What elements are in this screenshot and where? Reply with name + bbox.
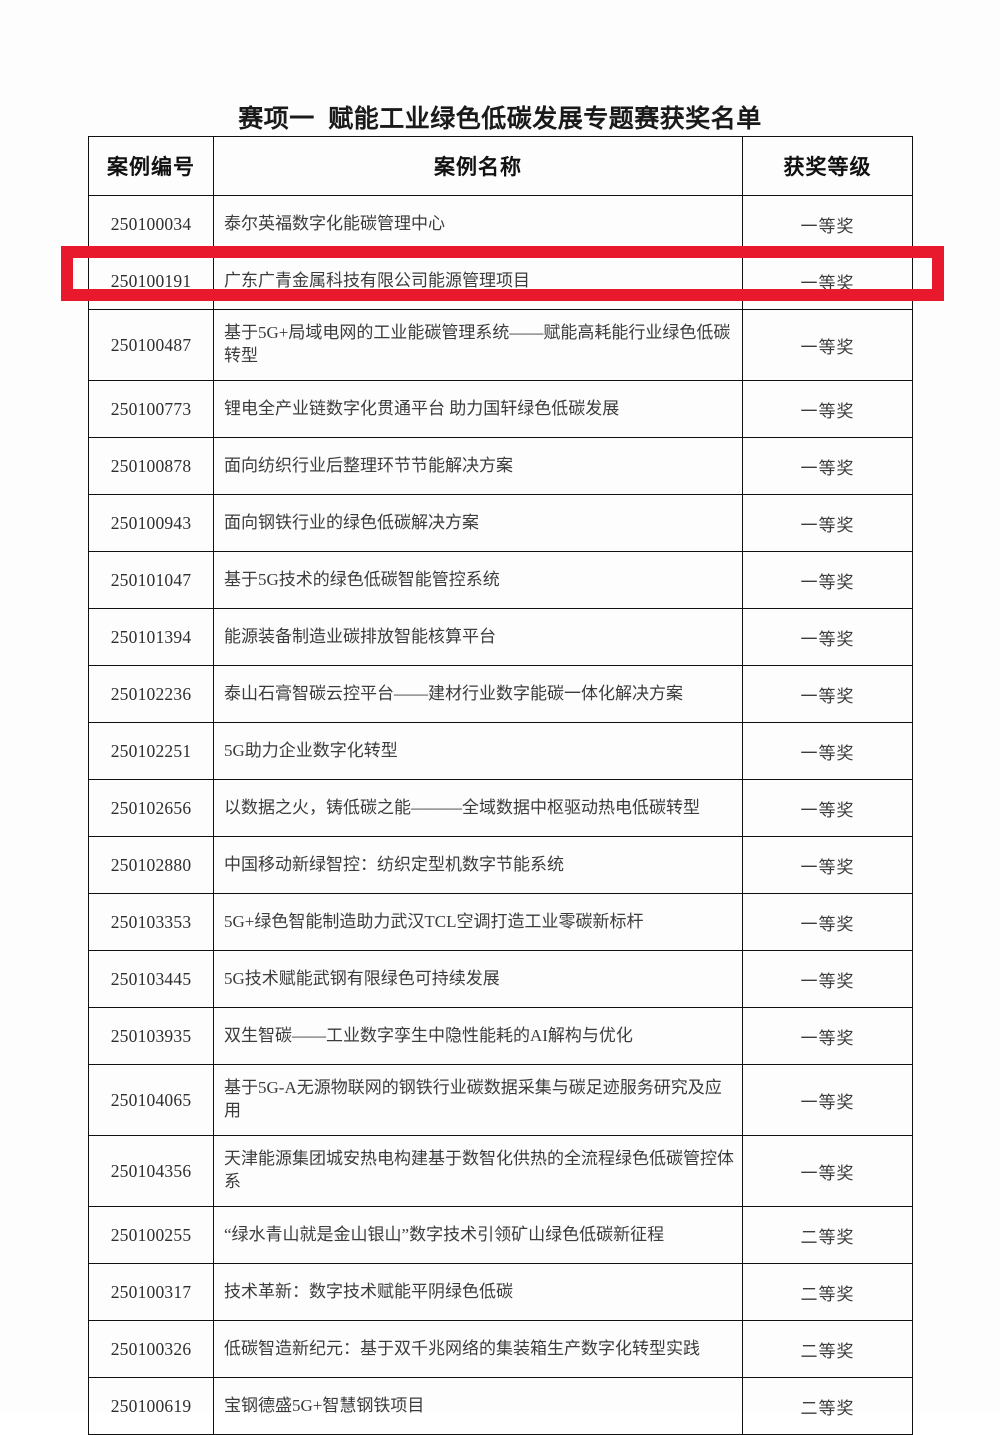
cell-case-name: 面向钢铁行业的绿色低碳解决方案 bbox=[213, 494, 743, 552]
table-row: 250100619 宝钢德盛5G+智慧钢铁项目 二等奖 bbox=[88, 1377, 913, 1435]
cell-case-id: 250101394 bbox=[88, 608, 214, 666]
cell-case-id: 250100619 bbox=[88, 1377, 214, 1435]
table-row: 250100255 “绿水青山就是金山银山”数字技术引领矿山绿色低碳新征程 二等奖 bbox=[88, 1206, 913, 1264]
cell-award-level: 一等奖 bbox=[742, 309, 913, 381]
table-row: 250100317 技术革新：数字技术赋能平阴绿色低碳 二等奖 bbox=[88, 1263, 913, 1321]
cell-award-level: 一等奖 bbox=[742, 836, 913, 894]
table-row: 250102251 5G助力企业数字化转型 一等奖 bbox=[88, 722, 913, 780]
cell-case-name: 中国移动新绿智控：纺织定型机数字节能系统 bbox=[213, 836, 743, 894]
cell-award-level: 一等奖 bbox=[742, 380, 913, 438]
cell-case-name: 5G技术赋能武钢有限绿色可持续发展 bbox=[213, 950, 743, 1008]
table-row: 250100878 面向纺织行业后整理环节节能解决方案 一等奖 bbox=[88, 437, 913, 495]
cell-case-id: 250103935 bbox=[88, 1007, 214, 1065]
column-header-case-id: 案例编号 bbox=[88, 136, 214, 196]
table-row: 250103445 5G技术赋能武钢有限绿色可持续发展 一等奖 bbox=[88, 950, 913, 1008]
cell-case-name: 技术革新：数字技术赋能平阴绿色低碳 bbox=[213, 1263, 743, 1321]
cell-case-id: 250100878 bbox=[88, 437, 214, 495]
cell-case-id: 250102880 bbox=[88, 836, 214, 894]
table-body: 250100034 泰尔英福数字化能碳管理中心 一等奖 250100191 广东广青金属… bbox=[88, 195, 913, 1435]
table-row: 250100773 锂电全产业链数字化贯通平台 助力国轩绿色低碳发展 一等奖 bbox=[88, 380, 913, 438]
cell-case-id: 250100326 bbox=[88, 1320, 214, 1378]
cell-case-id: 250100943 bbox=[88, 494, 214, 552]
table-header: 案例编号 案例名称 获奖等级 bbox=[88, 136, 913, 196]
cell-case-id: 250100191 bbox=[88, 252, 214, 310]
cell-case-name: 以数据之火，铸低碳之能———全域数据中枢驱动热电低碳转型 bbox=[213, 779, 743, 837]
table-row: 250102880 中国移动新绿智控：纺织定型机数字节能系统 一等奖 bbox=[88, 836, 913, 894]
cell-award-level: 一等奖 bbox=[742, 437, 913, 495]
cell-case-id: 250103353 bbox=[88, 893, 214, 951]
cell-case-id: 250101047 bbox=[88, 551, 214, 609]
cell-award-level: 一等奖 bbox=[742, 893, 913, 951]
cell-award-level: 一等奖 bbox=[742, 722, 913, 780]
award-list-table: 案例编号 案例名称 获奖等级 250100034 泰尔英福数字化能碳管理中心 一等奖… bbox=[88, 136, 913, 1435]
cell-case-name: 广东广青金属科技有限公司能源管理项目 bbox=[213, 252, 743, 310]
cell-award-level: 二等奖 bbox=[742, 1320, 913, 1378]
cell-case-name: 低碳智造新纪元：基于双千兆网络的集装箱生产数字化转型实践 bbox=[213, 1320, 743, 1378]
cell-case-name: 面向纺织行业后整理环节节能解决方案 bbox=[213, 437, 743, 495]
cell-award-level: 一等奖 bbox=[742, 551, 913, 609]
cell-case-id: 250100773 bbox=[88, 380, 214, 438]
cell-case-name: 泰山石膏智碳云控平台——建材行业数字能碳一体化解决方案 bbox=[213, 665, 743, 723]
cell-case-name: 5G助力企业数字化转型 bbox=[213, 722, 743, 780]
cell-case-name: 双生智碳——工业数字孪生中隐性能耗的AI解构与优化 bbox=[213, 1007, 743, 1065]
cell-case-name: “绿水青山就是金山银山”数字技术引领矿山绿色低碳新征程 bbox=[213, 1206, 743, 1264]
table-row: 250100034 泰尔英福数字化能碳管理中心 一等奖 bbox=[88, 195, 913, 253]
cell-case-name: 基于5G-A无源物联网的钢铁行业碳数据采集与碳足迹服务研究及应用 bbox=[213, 1064, 743, 1136]
cell-case-name: 基于5G+局域电网的工业能碳管理系统——赋能高耗能行业绿色低碳转型 bbox=[213, 309, 743, 381]
column-header-award-level: 获奖等级 bbox=[742, 136, 913, 196]
table-row: 250101394 能源装备制造业碳排放智能核算平台 一等奖 bbox=[88, 608, 913, 666]
cell-award-level: 一等奖 bbox=[742, 779, 913, 837]
table-row: 250102236 泰山石膏智碳云控平台——建材行业数字能碳一体化解决方案 一等奖 bbox=[88, 665, 913, 723]
table-header-row: 案例编号 案例名称 获奖等级 bbox=[88, 136, 913, 196]
cell-case-name: 能源装备制造业碳排放智能核算平台 bbox=[213, 608, 743, 666]
cell-award-level: 一等奖 bbox=[742, 1135, 913, 1207]
cell-case-name: 宝钢德盛5G+智慧钢铁项目 bbox=[213, 1377, 743, 1435]
cell-award-level: 一等奖 bbox=[742, 195, 913, 253]
table-row: 250103353 5G+绿色智能制造助力武汉TCL空调打造工业零碳新标杆 一等奖 bbox=[88, 893, 913, 951]
cell-case-id: 250100255 bbox=[88, 1206, 214, 1264]
cell-case-id: 250102251 bbox=[88, 722, 214, 780]
cell-case-id: 250102236 bbox=[88, 665, 214, 723]
table-row: 250100487 基于5G+局域电网的工业能碳管理系统——赋能高耗能行业绿色低碳… bbox=[88, 309, 913, 381]
cell-case-id: 250100487 bbox=[88, 309, 214, 381]
cell-case-id: 250103445 bbox=[88, 950, 214, 1008]
table-row: 250103935 双生智碳——工业数字孪生中隐性能耗的AI解构与优化 一等奖 bbox=[88, 1007, 913, 1065]
cell-case-name: 5G+绿色智能制造助力武汉TCL空调打造工业零碳新标杆 bbox=[213, 893, 743, 951]
cell-case-name: 锂电全产业链数字化贯通平台 助力国轩绿色低碳发展 bbox=[213, 380, 743, 438]
cell-award-level: 一等奖 bbox=[742, 1064, 913, 1136]
table-row: 250100943 面向钢铁行业的绿色低碳解决方案 一等奖 bbox=[88, 494, 913, 552]
table-row: 250101047 基于5G技术的绿色低碳智能管控系统 一等奖 bbox=[88, 551, 913, 609]
cell-award-level: 一等奖 bbox=[742, 665, 913, 723]
cell-case-id: 250100034 bbox=[88, 195, 214, 253]
cell-case-name: 泰尔英福数字化能碳管理中心 bbox=[213, 195, 743, 253]
cell-award-level: 一等奖 bbox=[742, 494, 913, 552]
cell-case-id: 250102656 bbox=[88, 779, 214, 837]
cell-award-level: 一等奖 bbox=[742, 950, 913, 1008]
cell-award-level: 一等奖 bbox=[742, 1007, 913, 1065]
table-row: 250102656 以数据之火，铸低碳之能———全域数据中枢驱动热电低碳转型 一等奖 bbox=[88, 779, 913, 837]
cell-case-id: 250104356 bbox=[88, 1135, 214, 1207]
page-title: 赛项一 赋能工业绿色低碳发展专题赛获奖名单 bbox=[238, 106, 762, 133]
table-row: 250100191 广东广青金属科技有限公司能源管理项目 一等奖 bbox=[88, 252, 913, 310]
cell-case-id: 250100317 bbox=[88, 1263, 214, 1321]
column-header-case-name: 案例名称 bbox=[213, 136, 743, 196]
table-row: 250104356 天津能源集团城安热电构建基于数智化供热的全流程绿色低碳管控体系… bbox=[88, 1135, 913, 1207]
cell-award-level: 二等奖 bbox=[742, 1263, 913, 1321]
cell-award-level: 一等奖 bbox=[742, 252, 913, 310]
table-row: 250100326 低碳智造新纪元：基于双千兆网络的集装箱生产数字化转型实践 二等奖 bbox=[88, 1320, 913, 1378]
table-row: 250104065 基于5G-A无源物联网的钢铁行业碳数据采集与碳足迹服务研究及应… bbox=[88, 1064, 913, 1136]
cell-award-level: 一等奖 bbox=[742, 608, 913, 666]
cell-award-level: 二等奖 bbox=[742, 1206, 913, 1264]
cell-case-id: 250104065 bbox=[88, 1064, 214, 1136]
cell-case-name: 基于5G技术的绿色低碳智能管控系统 bbox=[213, 551, 743, 609]
cell-case-name: 天津能源集团城安热电构建基于数智化供热的全流程绿色低碳管控体系 bbox=[213, 1135, 743, 1207]
cell-award-level: 二等奖 bbox=[742, 1377, 913, 1435]
